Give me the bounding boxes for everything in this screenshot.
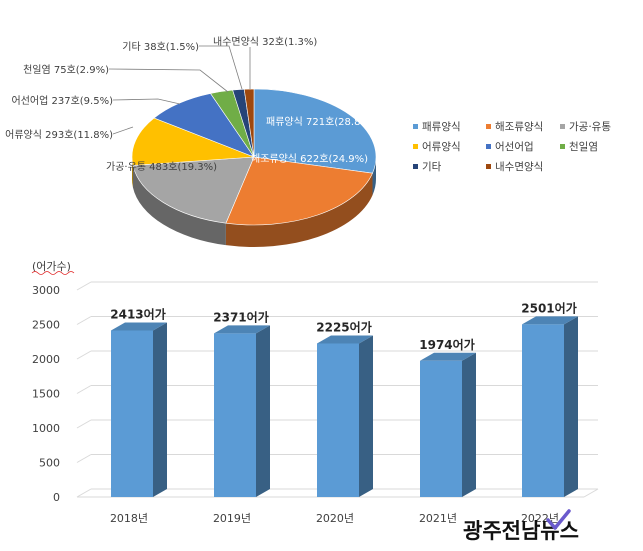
grid-line	[76, 419, 92, 429]
pie-slice-side	[372, 157, 376, 196]
x-tick-label: 2020년	[316, 512, 354, 525]
y-tick-label: 1000	[32, 422, 60, 435]
legend-swatch	[486, 144, 491, 149]
pie-leader-line	[112, 98, 181, 105]
x-tick-labels: 2018년 2019년 2020년 2021년 2022년	[110, 512, 559, 525]
legend-swatch	[413, 144, 418, 149]
y-tick-label: 2500	[32, 319, 60, 332]
pie-data-label: 내수면양식 32호(1.3%)	[213, 36, 317, 48]
pie-data-label: 패류양식 721호(28.8%)	[266, 116, 374, 128]
bar-top	[420, 352, 476, 361]
floor-line	[583, 488, 599, 498]
legend-item: 천일염	[569, 140, 598, 153]
legend-swatch	[486, 164, 491, 169]
legend-swatch	[413, 124, 418, 129]
pie-slice	[132, 156, 255, 224]
bar	[317, 343, 359, 497]
grid-line	[76, 281, 92, 291]
pie-leader-line	[199, 45, 243, 90]
pie-slice	[225, 156, 373, 226]
legend-swatch	[560, 124, 565, 129]
pie-slice	[131, 117, 255, 166]
bar-data-label: 2413어가	[110, 307, 165, 322]
bar-side	[564, 316, 578, 497]
bar	[522, 324, 564, 497]
legend-item: 어류양식	[422, 141, 461, 153]
grid-line	[76, 350, 92, 360]
grid-line	[76, 488, 92, 498]
pie-data-label: 천일염 75호(2.9%)	[23, 64, 109, 76]
bar-data-label: 1974어가	[419, 337, 474, 352]
pie-data-label: 어선어업 237호(9.5%)	[12, 94, 114, 107]
pie-data-label: 해조류양식 622호(24.9%)	[251, 152, 368, 165]
y-tick-label: 1500	[32, 388, 60, 401]
pie-data-label: 가공·유통 483호(19.3%)	[106, 161, 217, 173]
legend-swatch	[560, 144, 565, 149]
pie-slice-side	[225, 173, 373, 247]
watermark: 광주전남뉴스	[463, 509, 579, 543]
legend-item: 어선어업	[495, 140, 534, 153]
x-tick-label: 2021년	[419, 512, 457, 525]
pie-slice	[253, 88, 377, 174]
x-tick-label: 2019년	[213, 512, 251, 525]
pie-labels: 패류양식 721호(28.8%) 해조류양식 622호(24.9%) 가공·유통 4…	[5, 36, 374, 173]
pie-data-label: 어류양식 293호(11.8%)	[5, 129, 113, 141]
pie-slice-side	[132, 165, 226, 246]
bar-top	[111, 322, 167, 331]
bar-side	[359, 335, 373, 497]
legend-item: 해조류양식	[495, 120, 543, 133]
y-tick-labels: 0 500 1000 1500 2000 2500 3000	[32, 284, 60, 504]
legend-item: 패류양식	[422, 121, 461, 133]
bar-data-label: 2225어가	[316, 319, 371, 334]
bar	[420, 360, 462, 497]
pie-data-label: 기타 38호(1.5%)	[122, 41, 199, 53]
pie-leader-line	[112, 126, 134, 135]
check-icon	[546, 509, 571, 530]
legend-swatch	[486, 124, 491, 129]
bar	[111, 330, 153, 497]
legend-swatch	[413, 164, 418, 169]
bar-data-label: 2371어가	[213, 309, 268, 324]
spellcheck-underline	[31, 271, 75, 275]
legend-item: 가공·유통	[569, 121, 611, 133]
y-tick-label: 0	[53, 491, 60, 504]
bar-side	[256, 325, 270, 497]
bar-chart	[111, 316, 578, 497]
pie-leader-line	[108, 68, 229, 93]
pie-slice	[243, 88, 255, 158]
y-axis-label: (어가수)	[32, 260, 71, 273]
y-tick-label: 2000	[32, 353, 60, 366]
grid-line	[76, 385, 92, 394]
bar-data-label: 2501어가	[521, 300, 576, 315]
grid-line	[76, 454, 92, 463]
bar-data-labels: 2413어가 2371어가 2225어가 1974어가 2501어가	[110, 300, 576, 351]
y-tick-label: 3000	[32, 284, 60, 297]
bar	[214, 333, 256, 497]
bar-side	[462, 352, 476, 497]
legend-item: 내수면양식	[495, 161, 543, 173]
x-tick-label: 2018년	[110, 512, 148, 525]
grid-line	[76, 316, 92, 325]
bar-side	[153, 322, 167, 497]
bar-top	[522, 316, 578, 325]
bar-top	[317, 335, 373, 344]
pie-chart	[131, 88, 377, 247]
legend-item: 기타	[422, 161, 442, 173]
y-tick-label: 500	[39, 457, 60, 470]
bar-top	[214, 325, 270, 334]
